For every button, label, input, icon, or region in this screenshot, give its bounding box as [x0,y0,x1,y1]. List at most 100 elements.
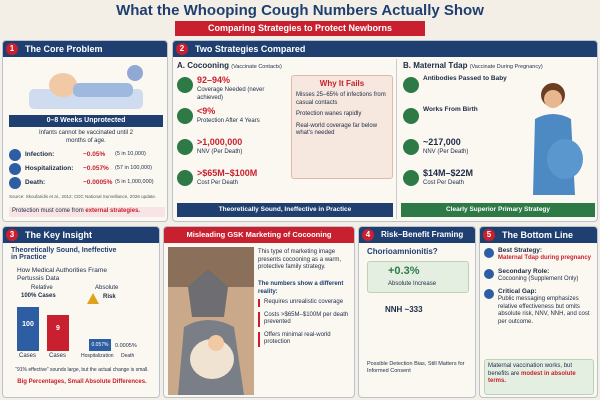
bar-label: Hospitalization [81,353,114,359]
icon [9,177,21,189]
group: Misses 25–65% of infections from casual … [296,92,390,142]
icon [177,139,193,155]
why-box: Why It Fails Misses 25–65% of infections… [291,75,393,179]
item-label: Cost Per Death [197,180,239,186]
source: Source: Skoufaridis et al., 2012; CDC Na… [9,194,157,199]
why-title: Why It Fails [319,79,365,88]
number: 3 [6,229,18,241]
item-label: Protection After 4 Years [197,118,260,124]
marketing-image [168,247,254,395]
icon [403,77,419,93]
item: Best Strategy: Maternal Tdap during pregn… [484,247,596,263]
bar-absolute: 0.057% [89,339,111,351]
icon [177,170,193,186]
item-text: Cocooning (Supplement Only) [498,275,579,282]
panel-risk-benefit: Risk–Benefit Framing 4 Chorioamnionitis? … [358,226,476,398]
bar-relative: 100 [17,307,39,351]
check-icon [484,248,494,258]
header: The Key Insight [3,227,159,243]
panel-core-problem: The Core Problem 1 0–8 Weeks Unprotected … [2,40,168,222]
why-item: Real-world coverage far below what's nee… [296,122,378,137]
bar-label: Death [121,353,135,359]
lead: The numbers show a different reality: [258,281,344,295]
baby-illustration [29,65,143,109]
title: What the Whooping Cough Numbers Actually… [116,2,484,19]
item-value: Works From Birth [423,106,478,113]
nnh: NNH ~333 [385,305,423,314]
bullet: Offers minimal real-world protection [258,331,352,347]
a-footer: Theoretically Sound, Ineffective in Prac… [177,203,393,217]
text: Infants cannot be vaccinated until 2 mon… [38,130,134,144]
relative: Relative [31,285,53,291]
item-label: Secondary Role: [498,267,550,275]
item: Critical Gap: Public messaging emphasizes… [484,288,596,326]
risk: Risk [103,294,116,300]
icon [177,77,193,93]
summary-box: Maternal vaccination works, but benefits… [484,359,594,395]
icon [177,108,193,124]
row-label: Death: [25,179,46,186]
item-text: Public messaging emphasizes relative eff… [498,296,590,325]
item-value: >1,000,000 [197,137,243,147]
bar-relative: 9 [47,315,69,351]
header: The Core Problem [3,41,167,57]
bold-note: Big Percentages, Small Absolute Differen… [17,379,147,385]
item-value: $14M–$22M [423,168,474,178]
icon [403,170,419,186]
bullet: Costs >$65M–$100M per death prevented [258,311,352,327]
header: Risk–Benefit Framing [359,227,475,243]
panel-gsk: Misleading GSK Marketing of Cocooning Th… [163,226,355,398]
row-value: ~0.0005% [83,179,113,186]
row-detail: (57 in 100,000) [115,165,152,171]
row-detail: (5 in 10,000) [115,151,146,157]
rel-head: 100% Cases [21,293,56,299]
item-label: Best Strategy: [498,247,543,254]
item-label: Critical Gap: [498,288,537,296]
icon [9,149,21,161]
note-emphasis: external strategies. [85,208,141,214]
check-icon [484,289,494,300]
panel-strategies: Two Strategies Compared 2 A. Cocooning (V… [172,40,598,222]
group: Best Strategy: Maternal Tdap during pregn… [484,247,596,331]
group: Requires unrealistic coverage Costs >$65M… [258,299,352,352]
a-sub: (Vaccinate Contacts) [231,64,282,70]
summary: Maternal vaccination works, but benefits… [488,363,573,377]
mother-illustration [533,83,583,195]
check-icon [484,268,494,279]
item-label: NNV (Per Death) [197,149,243,155]
big: +0.3% [388,265,420,277]
number: 1 [6,43,18,55]
row-value: ~0.05% [83,151,106,158]
item-label: Coverage Needed (never achieved) [197,87,265,101]
row-value: ~0.057% [83,165,109,172]
number: 2 [176,43,188,55]
row-label: Infection: [25,151,55,158]
note-text: Protection must come from [12,208,84,214]
divider [396,59,397,219]
quote: “91% effective” sounds large, but the ac… [15,367,149,373]
bottom: Possible Detection Bias, Still Matters f… [367,361,465,374]
item-value: ~217,000 [423,137,461,147]
number: 4 [362,229,374,241]
sub: Theoretically Sound, Ineffective in Prac… [11,247,117,261]
note: Protection must come from external strat… [9,207,165,217]
header: Misleading GSK Marketing of Cocooning [164,227,354,243]
b-title: B. Maternal Tdap [403,61,468,70]
panel-bottom-line: The Bottom Line 5 Best Strategy: Maternal … [479,226,598,398]
b-sub: (Vaccinate During Pregnancy) [469,64,543,70]
why-item: Misses 25–65% of infections from casual … [296,92,386,106]
panel-key-insight: The Key Insight 3 Theoretically Sound, In… [2,226,160,398]
row-detail: (5 in 1,000,000) [115,179,154,185]
why-item: Protection wanes rapidly [296,111,362,117]
frame: How Medical Authorities Frame Pertussis … [17,267,107,283]
absolute: Absolute [95,285,119,291]
item-label: Cost Per Death [423,180,465,186]
number: 5 [483,229,495,241]
banner: 0–8 Weeks Unprotected [9,115,163,127]
icon [9,163,21,175]
subheading: A. Cocooning (Vaccinate Contacts) [177,61,282,70]
item-text: Maternal Tdap during pregnancy [498,255,592,262]
bar-absolute: 0.0005% [115,343,137,349]
item-value: Antibodies Passed to Baby [423,75,507,82]
